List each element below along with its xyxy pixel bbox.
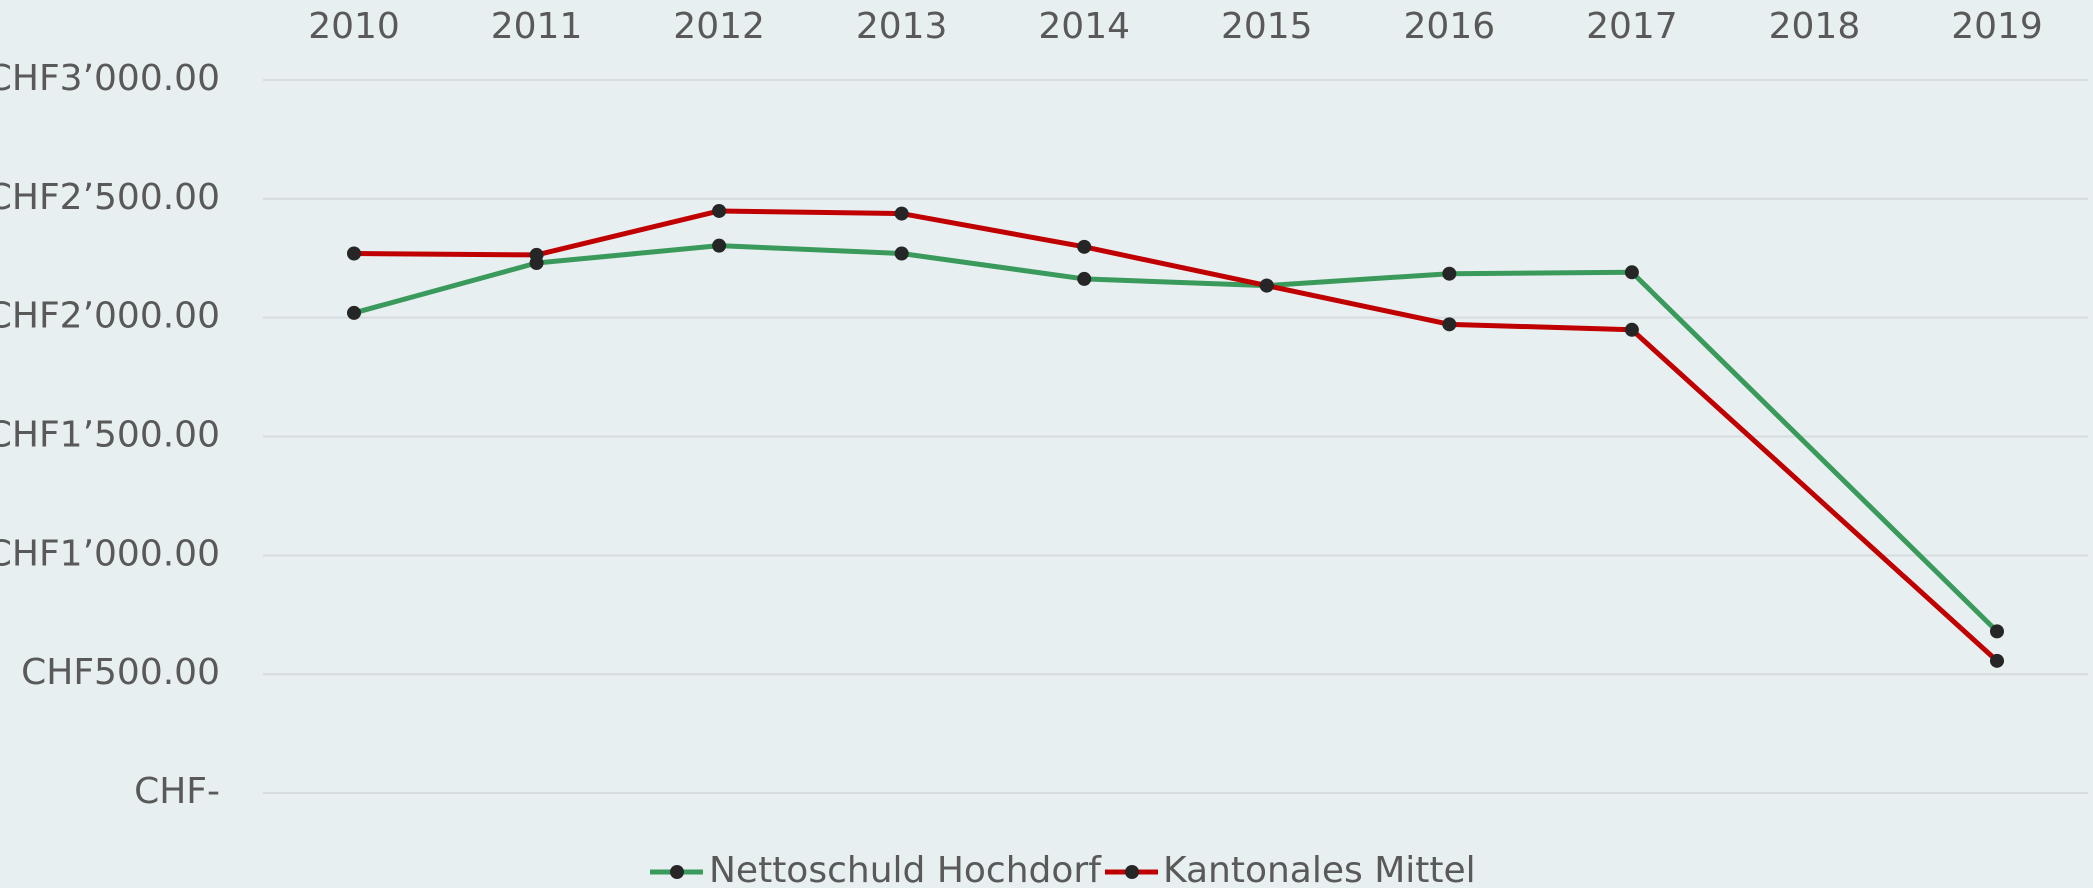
x-tick-label: 2011 <box>491 6 583 47</box>
x-tick-label: 2015 <box>1221 6 1313 47</box>
y-tick-label: CHF1’000.00 <box>0 533 220 574</box>
data-point <box>1259 278 1274 293</box>
legend-marker <box>1125 865 1139 879</box>
data-point <box>1990 653 2004 668</box>
data-point <box>1442 266 1457 281</box>
legend-marker <box>670 865 684 879</box>
x-tick-label: 2017 <box>1586 6 1678 47</box>
data-point <box>1624 322 1639 337</box>
data-point <box>1077 239 1092 254</box>
legend-label: Nettoschuld Hochdorf <box>709 850 1102 888</box>
x-tick-label: 2019 <box>1951 6 2043 47</box>
data-point <box>894 206 909 221</box>
data-point <box>347 246 361 261</box>
x-tick-label: 2012 <box>673 6 765 47</box>
data-point <box>1442 317 1457 332</box>
legend-label: Kantonales Mittel <box>1163 850 1476 888</box>
y-tick-label: CHF2’500.00 <box>0 177 220 218</box>
data-point <box>1077 271 1092 286</box>
x-tick-label: 2016 <box>1404 6 1496 47</box>
data-point <box>1990 624 2004 639</box>
data-point <box>894 246 909 261</box>
y-tick-label: CHF1’500.00 <box>0 415 220 456</box>
data-point <box>1624 265 1639 280</box>
y-tick-label: CHF500.00 <box>21 652 220 693</box>
x-tick-label: 2010 <box>308 6 400 47</box>
y-tick-label: CHF2’000.00 <box>0 296 220 337</box>
data-point <box>712 203 727 218</box>
x-tick-label: 2013 <box>856 6 948 47</box>
data-point <box>712 238 727 253</box>
data-point <box>529 247 544 262</box>
y-tick-label: CHF- <box>134 771 220 812</box>
x-tick-label: 2014 <box>1038 6 1130 47</box>
y-tick-label: CHF3’000.00 <box>0 58 220 99</box>
data-point <box>347 305 361 320</box>
x-tick-label: 2018 <box>1769 6 1861 47</box>
